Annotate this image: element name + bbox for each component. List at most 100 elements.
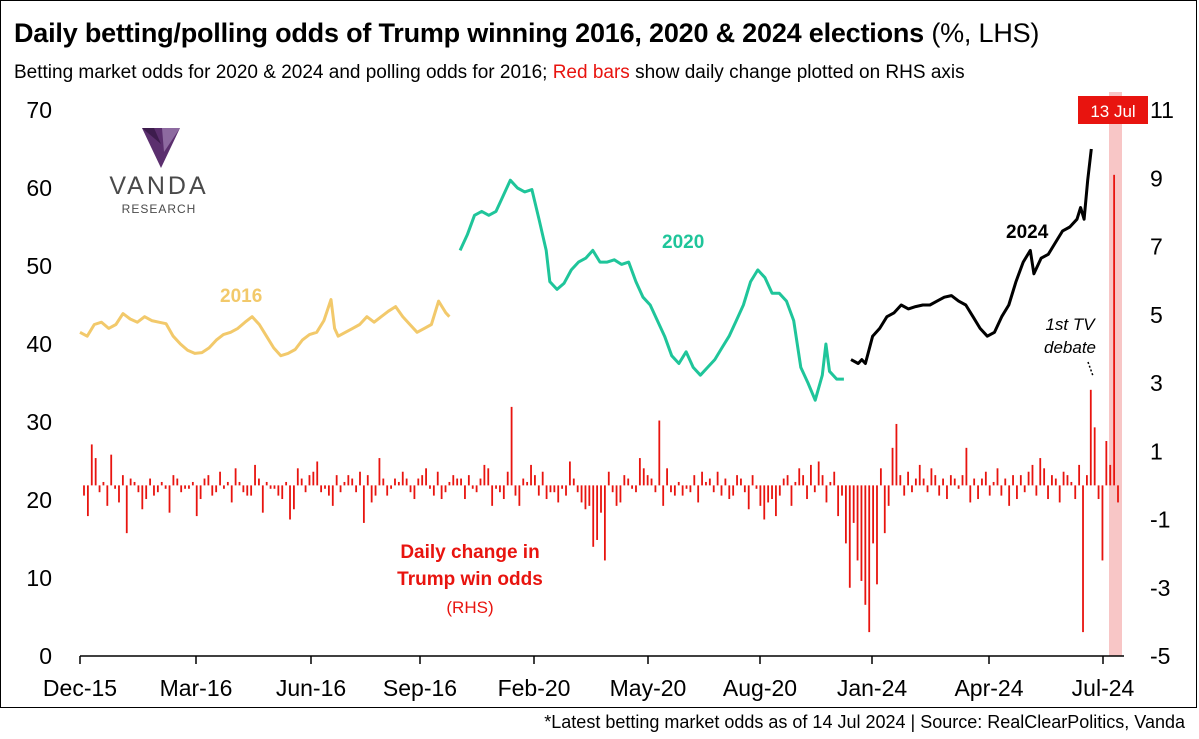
logo-sub: RESEARCH — [121, 202, 197, 216]
daily-change-bar — [413, 485, 416, 500]
daily-change-bar — [1101, 485, 1104, 561]
daily-change-bar — [106, 485, 109, 506]
daily-change-bar — [289, 485, 291, 520]
date-flag-box — [1078, 96, 1148, 124]
daily-change-bar — [852, 485, 855, 523]
daily-change-bar — [778, 485, 781, 496]
daily-change-bar — [786, 475, 789, 486]
daily-change-bar — [129, 478, 132, 486]
x-tick-label: Jun-16 — [276, 675, 346, 701]
y-right-tick-label: 11 — [1150, 97, 1174, 123]
daily-change-bar — [984, 471, 987, 486]
daily-change-bar — [211, 485, 214, 496]
daily-change-bar — [926, 485, 929, 493]
daily-change-bar — [833, 471, 836, 486]
daily-change-bar — [837, 485, 840, 517]
daily-change-bar — [483, 464, 486, 486]
daily-change-bar — [1074, 485, 1077, 500]
daily-change-bar — [316, 461, 319, 486]
daily-change-bar — [397, 481, 400, 486]
daily-change-bar — [207, 475, 210, 486]
daily-change-bar — [359, 471, 361, 486]
daily-change-bar — [456, 478, 459, 486]
daily-change-bar — [938, 485, 941, 496]
daily-change-bar — [561, 485, 564, 489]
daily-change-bar — [681, 485, 684, 496]
daily-change-bar — [872, 485, 875, 544]
daily-change-bar — [654, 485, 657, 493]
daily-change-bar — [1023, 485, 1026, 493]
daily-change-bar — [887, 485, 890, 506]
y-right-tick-label: -5 — [1150, 643, 1170, 669]
title-text: Daily betting/polling odds of Trump winn… — [14, 18, 924, 48]
daily-change-bar — [825, 485, 828, 503]
daily-change-bar — [1019, 475, 1022, 486]
daily-change-bar — [137, 485, 140, 493]
daily-change-bar — [1086, 475, 1088, 486]
y-left-tick-label: 20 — [26, 487, 52, 513]
daily-change-bar — [160, 481, 163, 486]
series-label-2024: 2024 — [1006, 222, 1049, 243]
daily-change-bar — [1070, 481, 1073, 486]
daily-change-bar — [444, 485, 447, 493]
subtitle-part2: show daily change plotted on RHS axis — [635, 62, 965, 83]
y-right-tick-label: 9 — [1150, 165, 1163, 191]
daily-change-bar — [841, 485, 843, 496]
daily-change-bar — [110, 454, 113, 486]
daily-change-bar — [631, 485, 633, 489]
daily-change-bar — [942, 478, 944, 486]
daily-change-bar — [1012, 475, 1014, 486]
daily-change-bar — [934, 475, 937, 486]
daily-change-bar — [467, 475, 470, 486]
daily-change-bar — [650, 478, 653, 486]
daily-change-bar — [755, 485, 758, 489]
daily-change-bar — [250, 485, 253, 496]
daily-change-bar — [522, 478, 525, 486]
daily-change-bar — [576, 485, 579, 493]
daily-change-bar — [133, 481, 136, 486]
daily-change-bar — [195, 485, 198, 517]
daily-change-bar — [580, 485, 583, 503]
daily-change-bar — [716, 471, 719, 486]
daily-change-bar — [312, 471, 315, 486]
daily-change-bar — [1109, 464, 1112, 486]
daily-change-bar — [619, 485, 622, 503]
daily-change-bar — [452, 475, 455, 486]
daily-change-bar — [918, 464, 921, 486]
daily-change-bar — [821, 475, 824, 486]
y-right-tick-label: 1 — [1150, 438, 1163, 464]
daily-change-bar — [740, 478, 742, 486]
daily-change-bar — [930, 468, 933, 486]
daily-change-bar — [891, 447, 894, 486]
daily-change-bar — [518, 485, 521, 506]
daily-change-bar — [949, 475, 952, 486]
chart-subtitle: Betting market odds for 2020 & 2024 and … — [14, 62, 965, 84]
daily-change-bar — [386, 485, 389, 496]
daily-change-bar — [844, 485, 847, 544]
daily-change-bar — [899, 475, 902, 486]
daily-change-bar — [903, 485, 906, 496]
daily-change-bar — [545, 485, 548, 500]
daily-change-bar — [327, 485, 330, 496]
daily-change-bar — [90, 444, 93, 486]
daily-change-bar — [199, 485, 202, 500]
daily-change-bar — [914, 478, 917, 486]
daily-change-bar — [405, 478, 408, 486]
daily-change-bar — [448, 481, 451, 486]
daily-change-bar — [572, 478, 575, 486]
daily-change-bar — [149, 478, 151, 486]
daily-change-bar — [281, 485, 284, 500]
daily-change-bar — [1031, 464, 1034, 486]
daily-change-bar — [1000, 485, 1003, 496]
x-tick-label: Jul-24 — [1072, 675, 1135, 701]
daily-change-bar — [1097, 485, 1100, 500]
daily-change-bar — [102, 481, 105, 486]
daily-change-bar — [596, 485, 599, 540]
daily-change-bar — [763, 485, 766, 520]
daily-change-bar — [1058, 485, 1061, 503]
daily-change-bar — [658, 420, 661, 486]
daily-change-bar — [1105, 441, 1108, 486]
daily-change-bar — [592, 485, 595, 547]
daily-change-bar — [401, 471, 404, 486]
daily-change-bar — [293, 485, 295, 510]
